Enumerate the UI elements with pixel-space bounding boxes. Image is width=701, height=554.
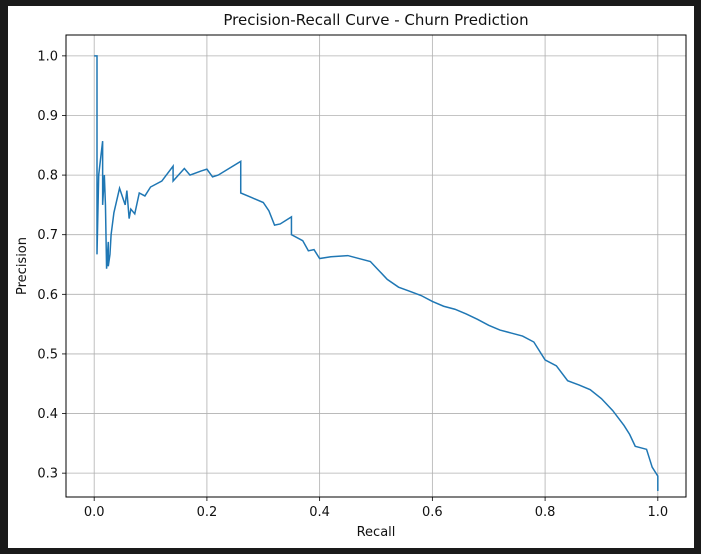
y-axis-label: Precision <box>15 237 30 295</box>
x-tick-label: 0.0 <box>84 505 105 520</box>
ticks-layer: 0.0 0.2 0.4 0.6 0.8 1.0 0.3 0.4 0.5 0.6 0.7 0.8 0.9 1… <box>37 49 668 520</box>
y-tick-label: 0.5 <box>37 347 58 362</box>
y-tick-label: 0.9 <box>37 109 58 124</box>
y-tick-label: 1.0 <box>37 49 58 64</box>
y-tick-label: 0.3 <box>37 467 58 482</box>
figure-background <box>8 6 694 548</box>
x-tick-label: 0.8 <box>535 505 556 520</box>
y-tick-label: 0.8 <box>37 169 58 184</box>
y-tick-label: 0.4 <box>37 407 58 422</box>
x-axis-label: Recall <box>357 525 396 540</box>
x-tick-label: 1.0 <box>647 505 668 520</box>
x-tick-label: 0.4 <box>309 505 330 520</box>
y-tick-label: 0.6 <box>37 288 58 303</box>
x-tick-label: 0.2 <box>197 505 218 520</box>
pr-curve-line <box>94 55 659 492</box>
grid-layer <box>66 35 686 497</box>
x-tick-label: 0.6 <box>422 505 443 520</box>
plot-area-frame <box>65 34 687 498</box>
y-tick-label: 0.7 <box>37 228 58 243</box>
chart-title: Precision-Recall Curve - Churn Predictio… <box>223 11 528 29</box>
